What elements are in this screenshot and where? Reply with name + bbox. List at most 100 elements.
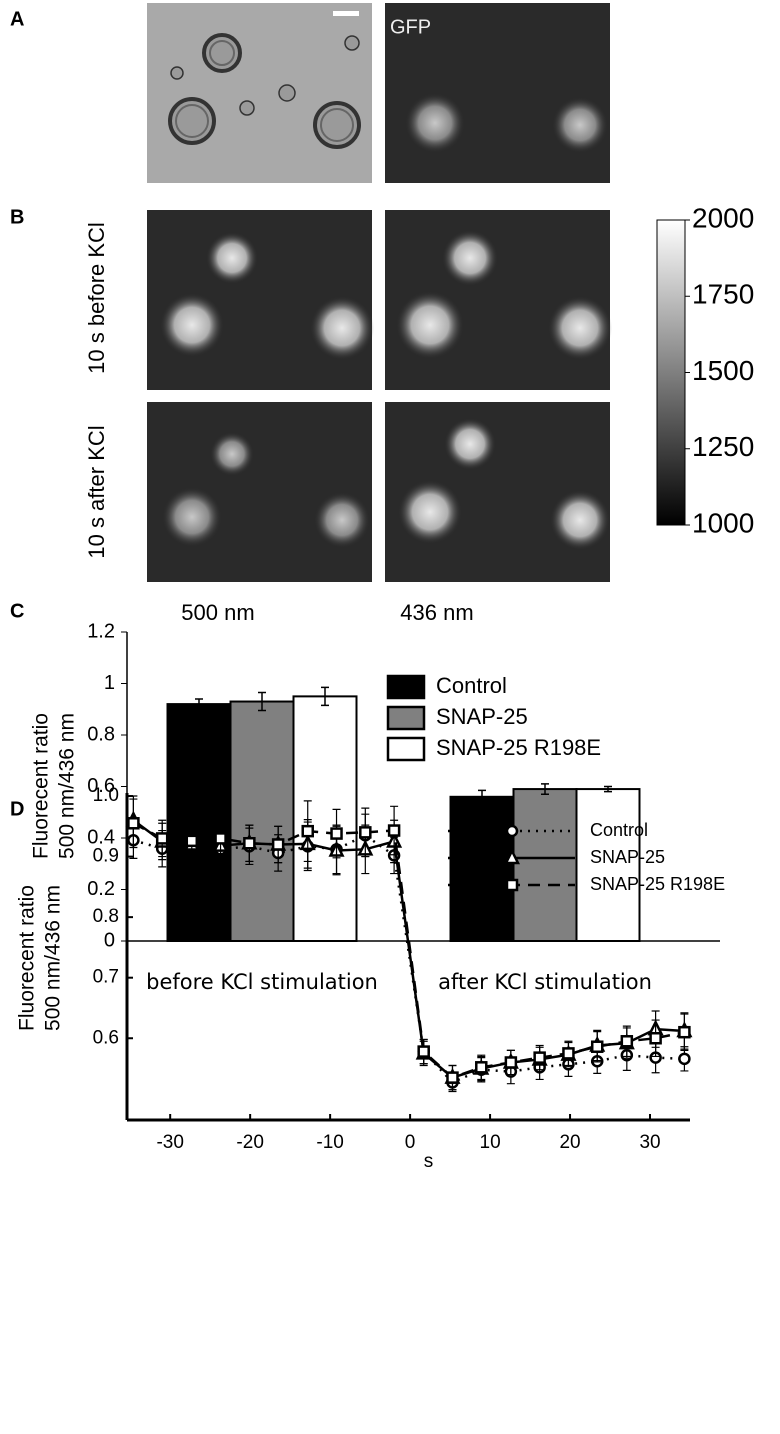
x-tick-label: 10 [480,1132,501,1153]
cell [444,418,496,470]
marker [590,1040,604,1053]
marker [505,878,519,892]
y-tick-label: 0.8 [93,906,119,927]
error-bar [195,698,203,710]
y-tick-label: 1.2 [87,620,115,642]
row-label: 10 s after KCl [84,425,109,558]
y-tick-label: 0.4 [87,826,115,848]
cell [405,93,465,153]
x-tick-label: -10 [316,1132,343,1153]
bar [292,695,358,942]
bar [575,788,641,943]
marker [446,1071,459,1084]
cell [160,293,224,357]
marker [301,824,314,838]
x-tick-label: 30 [639,1132,660,1153]
cell [398,480,462,544]
scale-bar [333,11,359,16]
y-tick-label: 1 [104,672,115,694]
legend-swatch [386,705,426,731]
y-tick-label: 0.6 [93,1027,119,1048]
marker [330,827,343,840]
marker [504,1056,518,1069]
legend-label: SNAP-25 [590,847,665,867]
legend-label: Control [436,673,507,698]
column-label: 436 nm [400,600,473,625]
cell [550,490,610,550]
cell [278,84,296,102]
cell [175,104,209,138]
marker [243,837,256,850]
cell [344,35,360,51]
y-axis-label: 500 nm/436 nm [56,713,79,859]
y-tick-label: 0 [104,929,115,951]
marker [533,1051,546,1064]
cell [320,108,354,142]
error-bar [541,783,549,795]
colorbar-label: 1250 [692,431,754,462]
cell [548,296,612,360]
colorbar-label: 1500 [692,355,754,386]
legend-label: SNAP-25 [436,704,528,729]
legend-label: SNAP-25 R198E [436,735,601,760]
marker [214,832,227,845]
micrograph [147,3,372,183]
marker [678,1052,691,1066]
bar [512,788,578,943]
panel-label: C [10,600,24,622]
x-tick-label: before KCl stimulation [146,970,378,994]
column-label: 500 nm [181,600,254,625]
y-tick-label: 0.2 [87,878,115,900]
x-tick-label: 20 [559,1132,580,1153]
error-bar [604,785,612,793]
marker [475,1061,488,1074]
cell [162,487,222,547]
cell [209,40,235,66]
y-tick-label: 0.6 [87,775,115,797]
marker [505,824,519,838]
cell [210,432,254,476]
legend-swatch [386,674,426,700]
marker [649,1032,662,1045]
y-tick-label: 0.7 [93,967,119,988]
legend-swatch [386,736,426,762]
legend-label: SNAP-25 R198E [590,874,725,894]
error-bar [321,686,329,707]
y-tick-label: 0.9 [93,846,119,867]
marker [271,838,285,851]
cell [170,66,184,80]
cell [552,97,608,153]
bar [449,795,515,942]
cell [442,230,498,286]
x-tick-label: after KCl stimulation [438,970,652,994]
y-tick-label: 1.0 [93,785,119,806]
y-axis-label: Fluorecent ratio [16,885,39,1031]
x-axis-label: s [424,1151,434,1172]
legend-label: Control [590,820,648,840]
cell [239,100,255,116]
marker [387,824,401,837]
panel-label: D [10,798,24,820]
micrograph [385,3,610,183]
error-bar [478,789,486,804]
marker [620,1035,634,1048]
panel-label: B [10,206,24,228]
cell [314,492,370,548]
marker [678,1025,691,1039]
marker [562,1047,575,1060]
error-bar [258,691,266,712]
marker [417,1045,430,1058]
marker [359,826,372,839]
marker [185,834,199,848]
x-tick-label: -20 [236,1132,263,1153]
marker [127,817,140,830]
cell [396,291,464,359]
image-label: GFP [390,16,431,38]
colorbar-label: 2000 [692,202,754,233]
x-tick-label: 0 [405,1132,416,1153]
marker [155,832,169,845]
cell [206,232,258,284]
y-tick-label: 0.8 [87,723,115,745]
cell [310,296,374,360]
